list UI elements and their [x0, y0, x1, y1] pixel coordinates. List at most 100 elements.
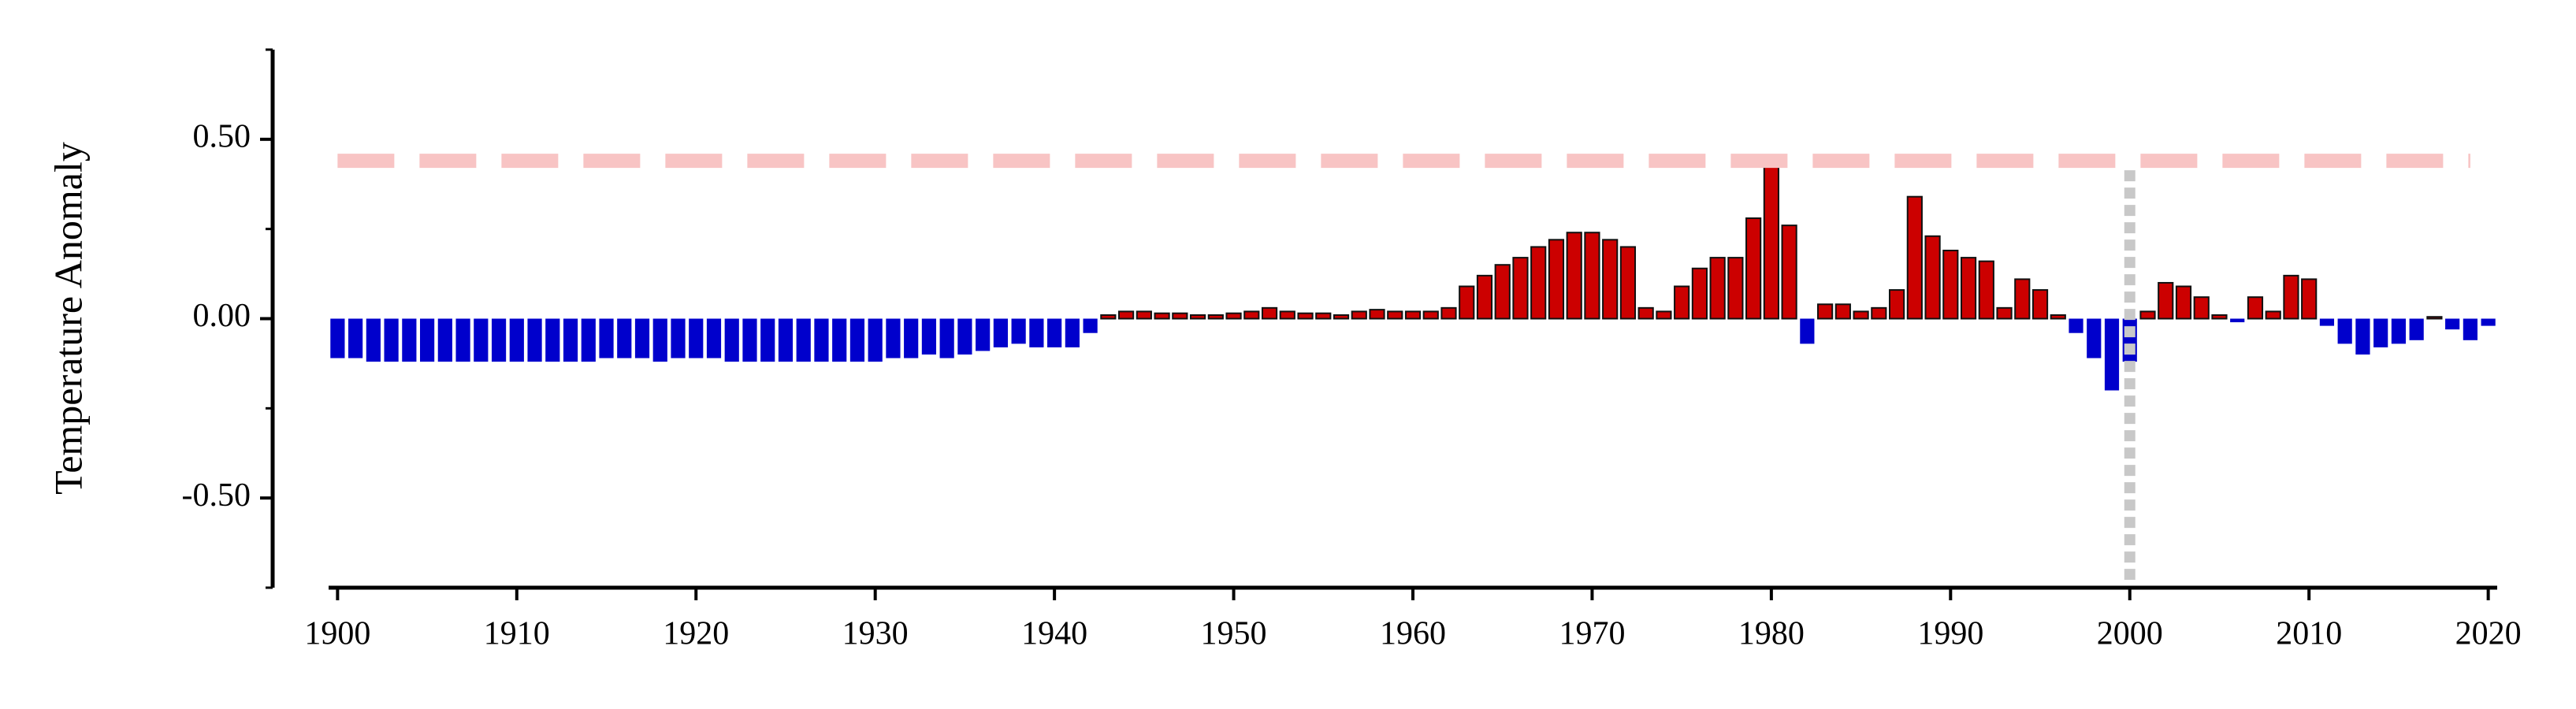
bar	[491, 318, 507, 362]
bar	[1906, 195, 1923, 320]
bar	[2104, 318, 2120, 391]
bar	[868, 318, 883, 362]
bar	[1118, 310, 1135, 320]
x-tick-label: 1900	[304, 616, 370, 652]
bar	[1584, 232, 1600, 320]
bar	[437, 318, 452, 362]
bar	[2265, 310, 2281, 320]
bar	[455, 318, 470, 362]
bar	[527, 318, 542, 362]
bar	[652, 318, 667, 362]
bar	[976, 318, 991, 351]
bar	[581, 318, 596, 362]
bar	[2031, 289, 2049, 320]
bar	[1800, 318, 1815, 344]
x-tick-label: 1940	[1021, 616, 1087, 652]
bar	[886, 318, 901, 358]
bar	[2014, 278, 2031, 320]
bar	[1674, 285, 1690, 320]
x-tick-label: 1970	[1559, 616, 1625, 652]
bar	[1871, 306, 1887, 320]
bar	[330, 318, 345, 358]
bar	[2355, 318, 2370, 355]
bar	[689, 318, 704, 358]
bar	[1530, 246, 1547, 320]
bar	[921, 318, 937, 355]
bar	[2337, 318, 2352, 344]
bar	[2463, 318, 2477, 340]
bar	[1602, 239, 1619, 320]
bar	[1942, 249, 1959, 320]
bar	[1047, 318, 1062, 347]
bar	[1853, 310, 1869, 320]
x-tick-label: 1950	[1201, 616, 1267, 652]
bar	[1888, 289, 1905, 320]
bar	[2087, 318, 2102, 358]
x-tick-label: 2010	[2276, 616, 2342, 652]
bar	[814, 318, 829, 362]
bar	[599, 318, 614, 358]
bar	[2373, 318, 2388, 347]
bar	[1369, 309, 1385, 320]
bar	[1763, 156, 1779, 320]
bar	[1459, 285, 1475, 320]
x-tick-label: 2020	[2455, 616, 2522, 652]
bar	[2481, 318, 2496, 326]
bar	[724, 318, 739, 362]
bar	[545, 318, 560, 362]
bar	[2426, 316, 2443, 320]
bar	[796, 318, 811, 362]
bar	[1279, 310, 1295, 320]
bar	[2158, 281, 2174, 320]
bar	[402, 318, 417, 362]
bar	[1476, 274, 1493, 320]
bar	[706, 318, 722, 358]
bar	[1512, 257, 1529, 320]
bar	[1029, 318, 1044, 347]
x-tick-label: 1930	[842, 616, 909, 652]
bar	[2247, 296, 2264, 320]
bar	[634, 318, 650, 358]
bar	[1261, 306, 1278, 320]
bar	[2445, 318, 2460, 330]
bar	[1548, 239, 1565, 320]
bar	[2230, 318, 2245, 323]
bar	[1817, 303, 1834, 320]
bar	[1978, 260, 1994, 320]
bar	[2193, 296, 2210, 320]
bar	[832, 318, 847, 362]
bar	[2050, 314, 2066, 320]
bar	[2211, 314, 2228, 320]
y-axis-title: Temperature Anomaly	[46, 142, 90, 495]
bar	[1656, 310, 1672, 320]
bar	[2319, 318, 2335, 326]
bar	[348, 318, 363, 358]
bar	[2409, 318, 2424, 340]
bar	[2283, 274, 2299, 320]
bar	[2301, 278, 2318, 320]
bar	[778, 318, 794, 362]
bar	[957, 318, 972, 355]
bar	[1225, 312, 1242, 320]
bar	[1924, 235, 1941, 320]
bar	[1100, 314, 1117, 320]
bar	[2069, 318, 2083, 333]
bar	[1297, 312, 1314, 320]
bar	[993, 318, 1008, 347]
bar	[671, 318, 686, 358]
bar	[1065, 318, 1080, 347]
bar	[1083, 318, 1098, 333]
bar	[384, 318, 399, 362]
bar	[2175, 285, 2192, 320]
bar	[617, 318, 632, 358]
bar	[1745, 217, 1762, 320]
bar	[849, 318, 865, 362]
bar	[1189, 314, 1206, 320]
bar	[1637, 306, 1654, 320]
x-tick-label: 1990	[1917, 616, 1983, 652]
x-tick-label: 1980	[1738, 616, 1805, 652]
bar	[474, 318, 489, 362]
bar	[939, 318, 954, 358]
